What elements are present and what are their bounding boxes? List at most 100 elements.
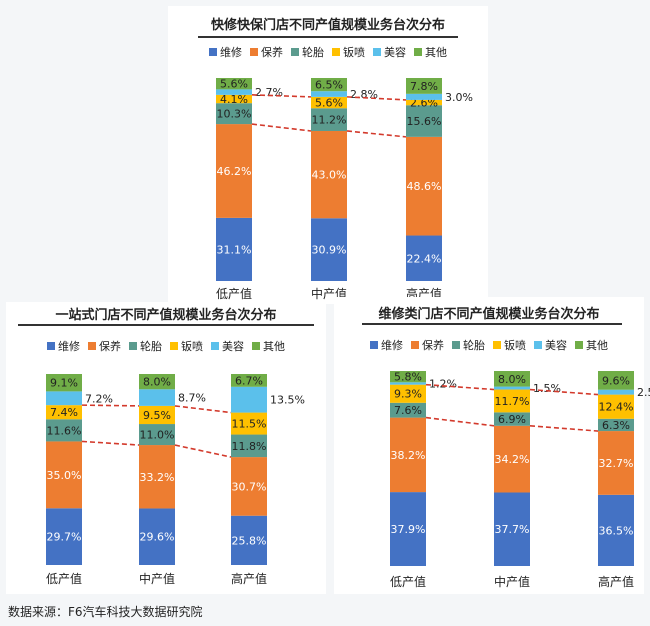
data-label: 2.7%: [255, 86, 283, 99]
data-label: 1.5%: [533, 382, 561, 395]
legend-item-baoyang: 保养: [411, 337, 444, 353]
bar-segment-weixiu: [598, 494, 634, 566]
legend-swatch: [88, 342, 96, 350]
legend-label: 钣喷: [343, 46, 365, 59]
bar-segment-baoyang: [216, 124, 252, 218]
legend-swatch: [493, 341, 501, 349]
category-label: 低产值: [390, 574, 426, 589]
bar-segment-banpen: [598, 394, 634, 419]
legend-item-luntai: 轮胎: [291, 44, 324, 60]
legend-swatch: [291, 48, 299, 56]
bar-segment-luntai: [216, 103, 252, 125]
data-label: 36.5%: [599, 524, 634, 537]
legend-label: 其他: [425, 46, 447, 59]
legend-label: 维修: [58, 340, 80, 353]
legend-item-weixiu: 维修: [209, 44, 242, 60]
bar-segment-baoyang: [390, 417, 426, 493]
legend-item-meirong: 美容: [211, 338, 244, 354]
legend-swatch: [47, 342, 55, 350]
bar-segment-banpen: [406, 99, 442, 106]
legend-label: 轮胎: [302, 46, 324, 59]
legend-swatch: [332, 48, 340, 56]
legend-swatch: [452, 341, 460, 349]
legend: 维修 保养 轮胎 钣喷 美容 其他: [6, 338, 326, 354]
data-label: 5.6%: [315, 97, 343, 110]
data-label: 13.5%: [270, 394, 305, 407]
legend-swatch: [129, 342, 137, 350]
legend-swatch: [250, 48, 258, 56]
data-label: 46.2%: [217, 165, 252, 178]
data-label: 6.7%: [235, 374, 263, 387]
data-label: 30.9%: [312, 244, 347, 257]
data-label: 9.3%: [394, 388, 422, 401]
data-label: 11.5%: [232, 418, 267, 431]
bar-segment-weixiu: [216, 217, 252, 281]
data-label: 48.6%: [407, 180, 442, 193]
category-label: 高产值: [231, 571, 267, 586]
bar-segment-banpen: [231, 412, 267, 435]
data-label: 2.5%: [637, 386, 650, 399]
chart-plot: 29.7% 35.0% 11.6% 7.4% 7.2% 9.1% 低产值 29.6% 33.2%…: [46, 374, 305, 586]
data-label: 15.6%: [407, 115, 442, 128]
legend-item-qita: 其他: [252, 338, 285, 354]
legend-item-banpen: 钣喷: [170, 338, 203, 354]
category-label: 高产值: [598, 574, 634, 589]
chart-plot: 37.9% 38.2% 7.6% 9.3% 1.2% 5.8% 低产值 37.7% 34.2% 6…: [390, 371, 650, 589]
bar-segment-luntai: [598, 418, 634, 432]
legend-label: 维修: [381, 339, 403, 352]
trend-dashed-line: [251, 123, 312, 132]
data-label: 7.6%: [394, 404, 422, 417]
legend-label: 保养: [99, 340, 121, 353]
bar-segment-banpen: [494, 389, 530, 413]
bar-segment-meirong: [46, 391, 82, 406]
legend-label: 轮胎: [463, 339, 485, 352]
trend-dashed-line: [346, 130, 407, 138]
data-label: 5.6%: [220, 78, 248, 91]
data-label: 9.5%: [143, 409, 171, 422]
bar-segment-baoyang: [311, 130, 347, 219]
trend-dashed-line: [81, 404, 140, 407]
bar-segment-luntai: [139, 424, 175, 446]
data-label: 5.8%: [394, 371, 422, 384]
data-label: 7.4%: [50, 406, 78, 419]
data-label: 8.0%: [498, 373, 526, 386]
data-label: 6.5%: [315, 79, 343, 92]
bar-segment-baoyang: [406, 136, 442, 236]
trend-dashed-line: [251, 94, 312, 98]
legend-label: 美容: [545, 339, 567, 352]
bar-segment-luntai: [390, 402, 426, 418]
bar-segment-qita: [231, 374, 267, 387]
data-label: 37.7%: [495, 523, 530, 536]
legend-label: 保养: [422, 339, 444, 352]
category-label: 中产值: [494, 574, 530, 589]
legend-item-meirong: 美容: [534, 337, 567, 353]
data-label: 7.2%: [85, 392, 113, 405]
data-label: 43.0%: [312, 169, 347, 182]
category-label: 中产值: [139, 571, 175, 586]
data-label: 29.6%: [140, 531, 175, 544]
legend: 维修 保养 轮胎 钣喷 美容 其他: [334, 337, 644, 353]
bar-segment-meirong: [494, 386, 530, 390]
bar-segment-weixiu: [311, 218, 347, 281]
legend-label: 美容: [384, 46, 406, 59]
bar-segment-baoyang: [231, 457, 267, 516]
data-label: 32.7%: [599, 457, 634, 470]
bar-segment-qita: [390, 371, 426, 383]
data-label: 2.8%: [350, 88, 378, 101]
bar-segment-meirong: [216, 89, 252, 95]
title-underline: [362, 323, 622, 325]
category-label: 低产值: [46, 571, 82, 586]
bar-segment-banpen: [216, 94, 252, 104]
bar-segment-weixiu: [390, 492, 426, 566]
legend-item-banpen: 钣喷: [493, 337, 526, 353]
bar-segment-banpen: [139, 405, 175, 425]
trend-dashed-line: [425, 416, 495, 427]
bar-segment-baoyang: [598, 431, 634, 495]
legend-item-qita: 其他: [575, 337, 608, 353]
source-note: 数据来源：F6汽车科技大数据研究院: [8, 605, 203, 619]
chart-panel-weixiu: 维修类门店不同产值规模业务台次分布 维修 保养 轮胎 钣喷 美容 其他 37.9% 38.2…: [334, 297, 650, 594]
bar-segment-banpen: [46, 405, 82, 420]
trend-dashed-line: [425, 383, 495, 391]
legend-swatch: [370, 341, 378, 349]
bar-segment-qita: [598, 371, 634, 390]
